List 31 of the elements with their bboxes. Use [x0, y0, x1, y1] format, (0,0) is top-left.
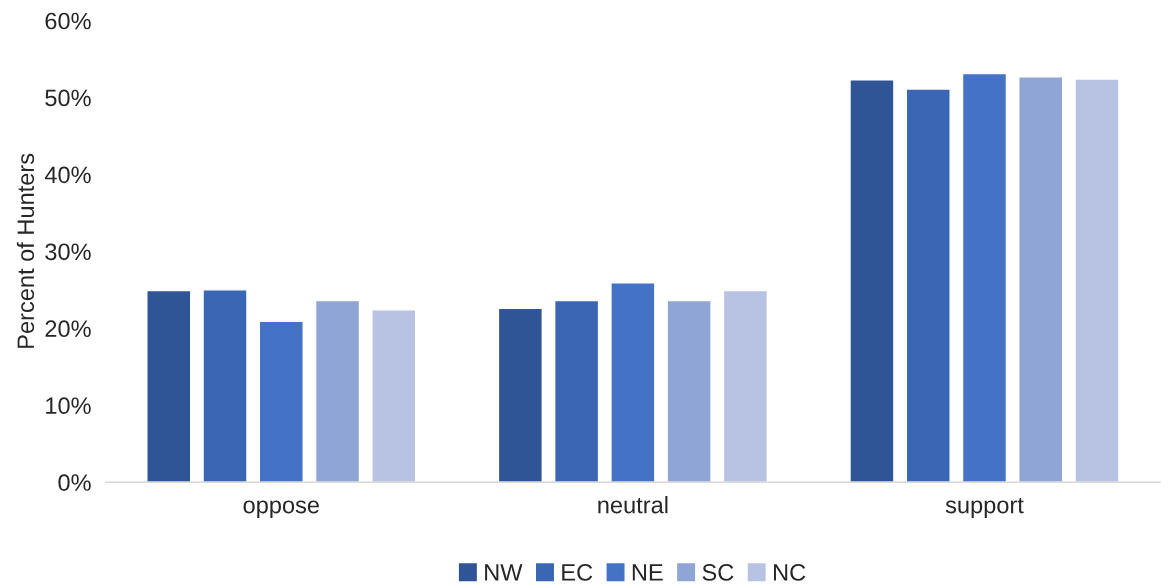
bar: [1018, 76, 1064, 483]
y-tick-label: 10%: [46, 397, 91, 415]
legend-label: SC: [702, 564, 734, 581]
bar: [722, 289, 769, 483]
bar: [610, 282, 656, 483]
bar: [905, 88, 951, 483]
legend-label: EC: [562, 564, 593, 581]
y-tick-label: 0%: [58, 474, 91, 491]
x-tick-label: oppose: [243, 500, 319, 519]
y-tick-label: 60%: [45, 12, 91, 30]
bar: [961, 72, 1008, 483]
y-tick-label: 30%: [45, 243, 91, 261]
legend-label: NE: [632, 564, 663, 581]
x-tick-label: neutral: [598, 496, 668, 514]
bar: [314, 299, 361, 483]
y-tick-label: 50%: [45, 89, 91, 107]
bar: [202, 289, 248, 483]
bar: [1074, 78, 1120, 483]
bar: [371, 309, 417, 483]
y-axis-title: Percent of Hunters: [16, 153, 35, 348]
bar: [666, 299, 712, 483]
bar: [497, 307, 544, 483]
bar: [849, 79, 895, 483]
bar: [553, 299, 600, 483]
y-tick-label: 40%: [44, 166, 91, 184]
y-tick-label: 20%: [45, 320, 91, 338]
bar: [258, 320, 304, 483]
legend-label: NC: [774, 564, 806, 581]
bar: [146, 289, 192, 483]
legend-label: NW: [485, 564, 523, 581]
x-tick-label: support: [945, 497, 1024, 519]
